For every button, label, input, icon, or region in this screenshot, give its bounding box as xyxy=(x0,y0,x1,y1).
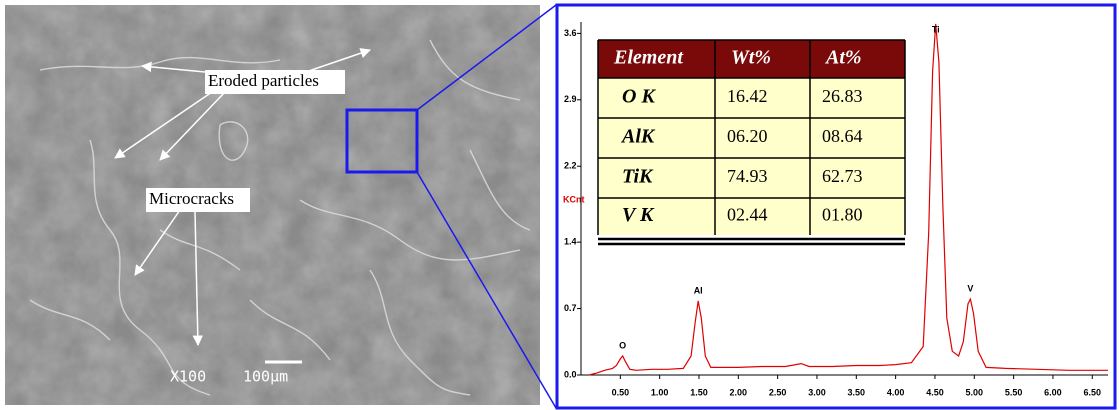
x-tick-label: 3.50 xyxy=(848,387,866,397)
table-cell: TiK xyxy=(622,166,654,188)
peak-label: Ti xyxy=(932,24,940,34)
label-eroded: Eroded particles xyxy=(208,71,319,90)
x-tick-label: 1.50 xyxy=(690,387,708,397)
table-cell: O K xyxy=(622,86,656,108)
table-cell: 08.64 xyxy=(822,126,863,146)
x-tick-label: 5.50 xyxy=(1005,387,1023,397)
table-cell: 02.44 xyxy=(727,205,768,225)
table-cell: 16.42 xyxy=(727,86,768,106)
y-tick-label: 3.6 xyxy=(564,28,577,38)
magnification: X100 xyxy=(170,368,206,386)
peak-label: Al xyxy=(694,285,703,295)
label-microcracks: Microcracks xyxy=(149,189,234,208)
table-header: Element xyxy=(613,47,684,69)
peak-label: V xyxy=(967,283,973,293)
x-tick-label: 6.00 xyxy=(1044,387,1062,397)
x-tick-label: 2.00 xyxy=(730,387,748,397)
table-cell: 01.80 xyxy=(822,205,863,225)
peak-label: O xyxy=(619,340,626,350)
x-tick-label: 4.50 xyxy=(926,387,944,397)
x-tick-label: 3.00 xyxy=(808,387,826,397)
table-cell: 06.20 xyxy=(727,126,768,146)
y-tick-label: 1.4 xyxy=(564,237,577,247)
page: {"sem_image": {"labels": {"eroded": "Ero… xyxy=(0,0,1119,410)
x-tick-label: 5.00 xyxy=(966,387,984,397)
table-header: Wt% xyxy=(731,47,771,69)
y-tick-label: 2.9 xyxy=(564,94,577,104)
table-cell: 62.73 xyxy=(822,166,863,186)
x-tick-label: 1.00 xyxy=(651,387,669,397)
sem-image: Eroded particles Microcracks X100 100μm xyxy=(5,5,540,405)
x-tick-label: 0.50 xyxy=(612,387,630,397)
table-cell: 74.93 xyxy=(727,166,768,186)
table-cell: 26.83 xyxy=(822,86,863,106)
y-tick-label: 0.7 xyxy=(564,303,577,313)
table-cell: AlK xyxy=(620,126,656,148)
scale-label: 100μm xyxy=(243,368,288,386)
table-header: At% xyxy=(824,47,862,69)
y-tick-label: 2.2 xyxy=(564,161,577,171)
x-tick-label: 2.50 xyxy=(769,387,787,397)
table-cell: V K xyxy=(622,204,655,226)
x-tick-label: 4.00 xyxy=(887,387,905,397)
figure: Eroded particles Microcracks X100 100μm … xyxy=(0,0,1119,410)
y-tick-label: 0.0 xyxy=(564,369,577,379)
x-tick-label: 6.50 xyxy=(1084,387,1102,397)
